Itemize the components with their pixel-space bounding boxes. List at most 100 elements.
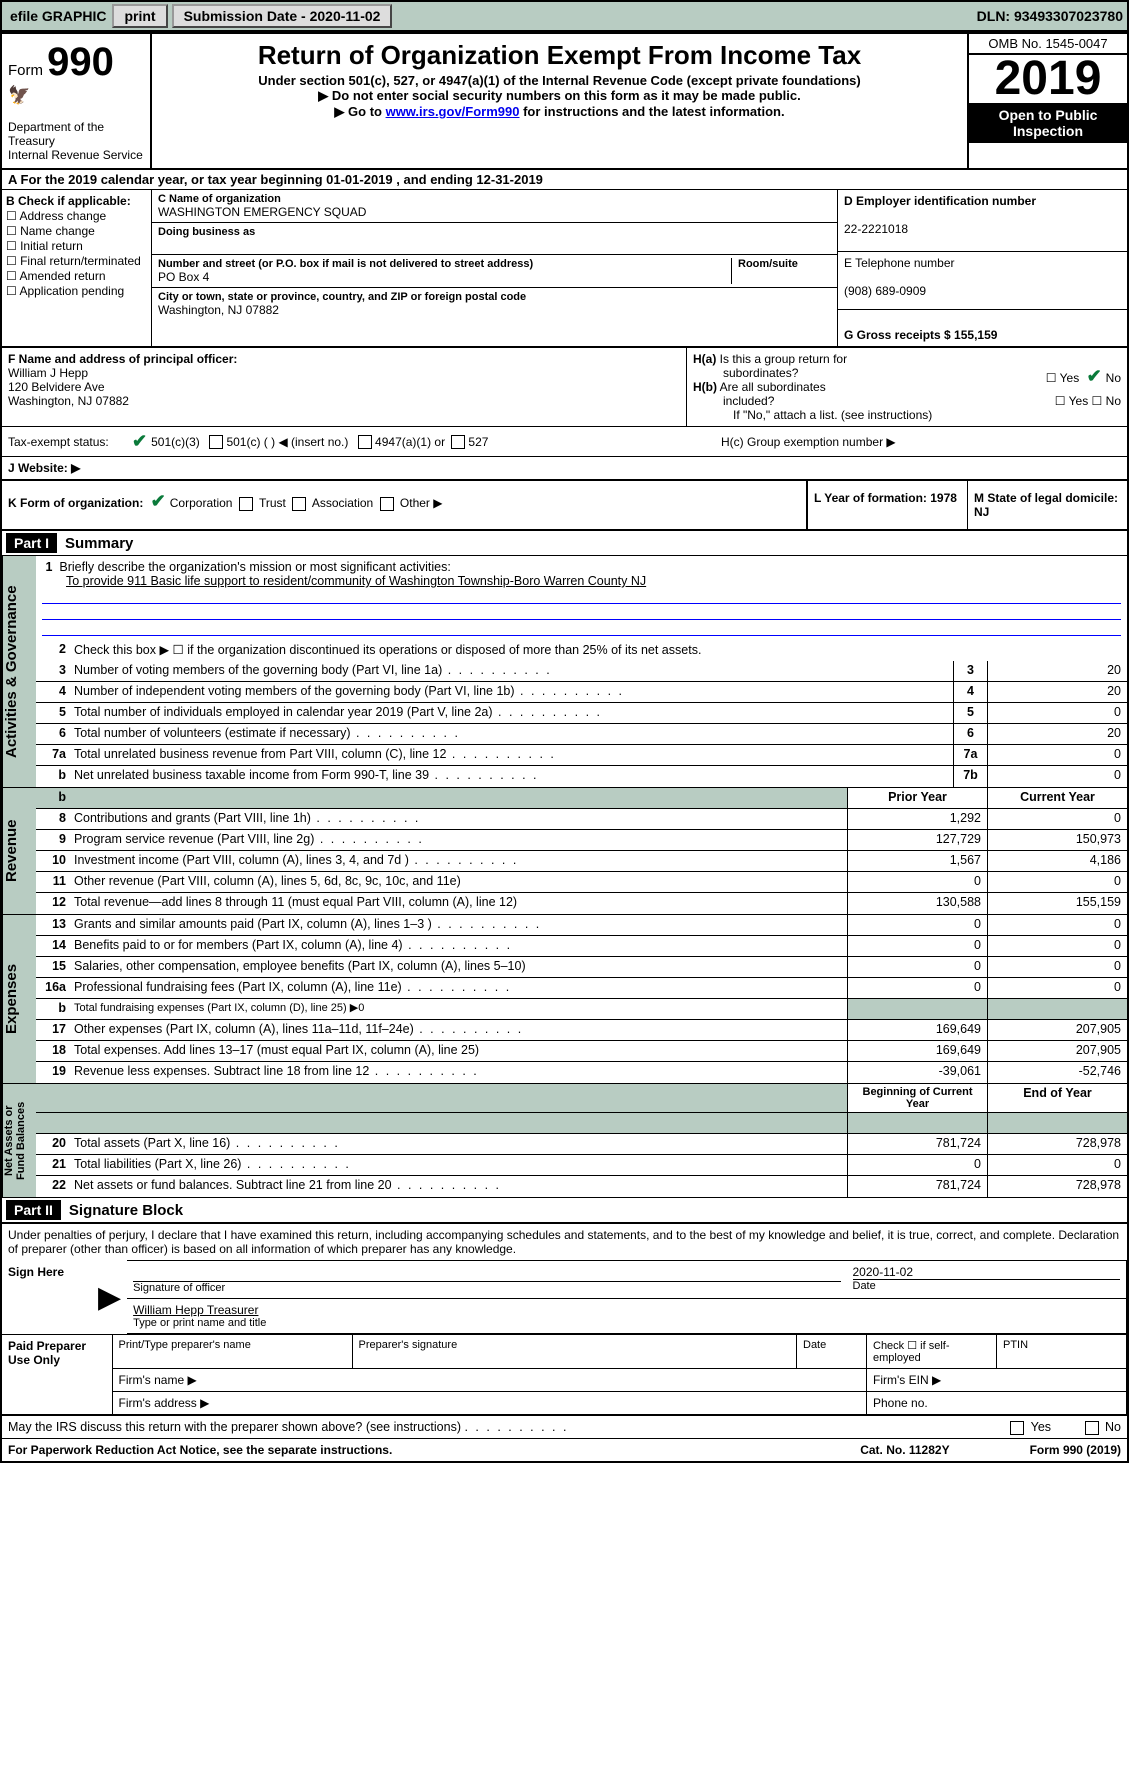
efile-label: efile GRAPHIC	[10, 8, 106, 24]
header-right: OMB No. 1545-0047 2019 Open to Public In…	[967, 34, 1127, 168]
section-b: B Check if applicable: ☐ Address change …	[2, 190, 152, 346]
mission-line	[42, 604, 1121, 620]
l-label: L Year of formation: 1978	[814, 491, 957, 505]
chk-amended[interactable]: ☐ Amended return	[6, 269, 147, 283]
chk-final-return[interactable]: ☐ Final return/terminated	[6, 254, 147, 268]
l9-text: Program service revenue (Part VIII, line…	[70, 830, 847, 850]
part2-badge: Part II	[6, 1200, 61, 1220]
l19-text: Revenue less expenses. Subtract line 18 …	[70, 1062, 847, 1083]
irs-link[interactable]: www.irs.gov/Form990	[386, 104, 520, 119]
l8-text: Contributions and grants (Part VIII, lin…	[70, 809, 847, 829]
officer-printed: William Hepp Treasurer	[133, 1303, 1120, 1317]
line22: 22Net assets or fund balances. Subtract …	[36, 1176, 1127, 1197]
vlabel-netassets: Net Assets orFund Balances	[2, 1084, 36, 1197]
shade-cell	[70, 1113, 847, 1133]
shade-cell	[987, 1113, 1127, 1133]
officer-addr2: Washington, NJ 07882	[8, 394, 129, 408]
l21-curr: 0	[987, 1155, 1127, 1175]
chk-yes[interactable]	[1010, 1421, 1024, 1435]
l13-prior: 0	[847, 915, 987, 935]
gross-receipts: G Gross receipts $ 155,159	[838, 310, 1127, 346]
gross-label: G Gross receipts $ 155,159	[844, 328, 997, 342]
l21-prior: 0	[847, 1155, 987, 1175]
l1-text: Briefly describe the organization's miss…	[59, 560, 450, 574]
l16a-curr: 0	[987, 978, 1127, 998]
chk-4947[interactable]	[358, 435, 372, 449]
phone-label: E Telephone number	[844, 256, 955, 270]
arrow-icon: ▶	[92, 1261, 127, 1334]
room-label: Room/suite	[738, 258, 831, 270]
city-cell: City or town, state or province, country…	[152, 288, 837, 320]
l3-val: 20	[987, 661, 1127, 681]
section-f-h: F Name and address of principal officer:…	[2, 348, 1127, 427]
l22-curr: 728,978	[987, 1176, 1127, 1197]
line7a: 7aTotal unrelated business revenue from …	[36, 745, 1127, 766]
chk-label: Amended return	[19, 269, 105, 283]
form-title: Return of Organization Exempt From Incom…	[156, 40, 963, 71]
4947-label: 4947(a)(1) or	[375, 435, 445, 449]
chk-assoc[interactable]	[292, 497, 306, 511]
chk-501c[interactable]	[209, 435, 223, 449]
print-button[interactable]: print	[112, 4, 167, 28]
l22-text: Net assets or fund balances. Subtract li…	[70, 1176, 847, 1197]
chk-trust[interactable]	[239, 497, 253, 511]
ein-label: D Employer identification number	[844, 194, 1036, 208]
chk-label: Initial return	[20, 239, 83, 253]
cat-no: Cat. No. 11282Y	[860, 1443, 949, 1457]
chk-name-change[interactable]: ☐ Name change	[6, 224, 147, 238]
l10-prior: 1,567	[847, 851, 987, 871]
chk-no[interactable]	[1085, 1421, 1099, 1435]
officer-name: William J Hepp	[8, 366, 88, 380]
line9: 9Program service revenue (Part VIII, lin…	[36, 830, 1127, 851]
l3-text: Number of voting members of the governin…	[70, 661, 953, 681]
perjury-statement: Under penalties of perjury, I declare th…	[2, 1223, 1127, 1260]
prior-year-hdr: Prior Year	[847, 788, 987, 808]
chk-address-change[interactable]: ☐ Address change	[6, 209, 147, 223]
l5-text: Total number of individuals employed in …	[70, 703, 953, 723]
sig-officer-label: Signature of officer	[133, 1281, 840, 1294]
l11-curr: 0	[987, 872, 1127, 892]
l17-prior: 169,649	[847, 1020, 987, 1040]
line16b: bTotal fundraising expenses (Part IX, co…	[36, 999, 1127, 1020]
chk-other[interactable]	[380, 497, 394, 511]
firm-ein-cell: Firm's EIN ▶	[867, 1369, 1127, 1392]
k-other: Other ▶	[400, 496, 443, 510]
shade-cell	[847, 1113, 987, 1133]
note-link: ▶ Go to www.irs.gov/Form990 for instruct…	[156, 104, 963, 120]
city-value: Washington, NJ 07882	[158, 303, 831, 317]
chk-label: Final return/terminated	[20, 254, 141, 268]
part1-header: Part I Summary	[2, 531, 1127, 556]
chk-app-pending[interactable]: ☐ Application pending	[6, 284, 147, 298]
l20-curr: 728,978	[987, 1134, 1127, 1154]
addr-label: Number and street (or P.O. box if mail i…	[158, 258, 731, 270]
org-name-label: C Name of organization	[158, 193, 831, 205]
l22-prior: 781,724	[847, 1176, 987, 1197]
note-ssn: ▶ Do not enter social security numbers o…	[156, 88, 963, 104]
dba-cell: Doing business as	[152, 223, 837, 255]
sig-date-label: Date	[853, 1279, 1121, 1292]
section-deg: D Employer identification number 22-2221…	[837, 190, 1127, 346]
chk-527[interactable]	[451, 435, 465, 449]
chk-initial-return[interactable]: ☐ Initial return	[6, 239, 147, 253]
phone-value: (908) 689-0909	[844, 284, 926, 298]
l14-prior: 0	[847, 936, 987, 956]
line14: 14Benefits paid to or for members (Part …	[36, 936, 1127, 957]
line16a: 16aProfessional fundraising fees (Part I…	[36, 978, 1127, 999]
l9-curr: 150,973	[987, 830, 1127, 850]
l13-curr: 0	[987, 915, 1127, 935]
dept-treasury: Department of the Treasury	[8, 120, 144, 148]
line19: 19Revenue less expenses. Subtract line 1…	[36, 1062, 1127, 1083]
firm-addr-cell: Firm's address ▶	[112, 1392, 867, 1415]
l15-text: Salaries, other compensation, employee b…	[70, 957, 847, 977]
check-icon: ✔	[151, 491, 166, 511]
submission-date-button[interactable]: Submission Date - 2020-11-02	[172, 4, 393, 28]
disclosure-row: May the IRS discuss this return with the…	[2, 1415, 1127, 1438]
line21: 21Total liabilities (Part X, line 26)00	[36, 1155, 1127, 1176]
l18-prior: 169,649	[847, 1041, 987, 1061]
vlabel-revenue: Revenue	[2, 788, 36, 914]
l14-text: Benefits paid to or for members (Part IX…	[70, 936, 847, 956]
paid-preparer-label: Paid Preparer Use Only	[2, 1335, 112, 1415]
sig-date: 2020-11-02	[853, 1265, 1121, 1279]
header-mid: Return of Organization Exempt From Incom…	[152, 34, 967, 168]
part2-header: Part II Signature Block	[2, 1197, 1127, 1223]
